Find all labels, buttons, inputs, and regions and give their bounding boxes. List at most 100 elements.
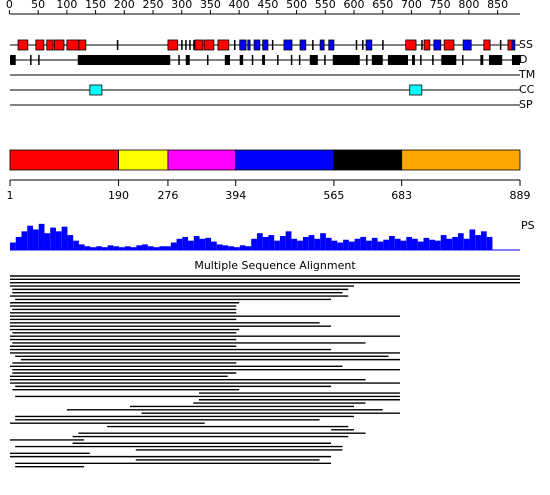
track-element — [262, 39, 269, 51]
profile-bar — [291, 238, 298, 250]
track-element — [507, 39, 513, 51]
track-element — [253, 39, 261, 51]
track-element — [30, 55, 32, 65]
profile-bar — [205, 237, 212, 250]
ruler-label: 500 — [286, 0, 307, 11]
profile-bar — [32, 229, 39, 250]
profile-bar — [78, 244, 85, 250]
track-element — [443, 39, 455, 51]
track-element — [371, 55, 383, 65]
ruler-label: 150 — [85, 0, 106, 11]
profile-bar — [15, 236, 22, 250]
profile-bar — [228, 246, 234, 250]
profile-bar — [107, 245, 114, 250]
track-element — [194, 39, 204, 51]
profile-bar — [10, 242, 16, 250]
profile-bar — [61, 226, 68, 250]
profile-bar — [188, 240, 194, 250]
track-element — [262, 55, 265, 65]
profile-bar — [440, 235, 447, 250]
track-element — [387, 55, 409, 65]
profile-label: PS — [521, 219, 535, 232]
alignment-title: Multiple Sequence Alignment — [194, 259, 356, 272]
profile-bar — [44, 233, 51, 250]
track-element — [319, 39, 325, 51]
track-element — [239, 55, 244, 65]
track-element — [181, 40, 183, 50]
track-element — [251, 55, 254, 65]
profile-bar — [147, 246, 154, 250]
domain-segment — [333, 149, 403, 171]
profile-bar — [383, 239, 390, 250]
profile-bar — [302, 236, 309, 250]
ruler-label: 750 — [430, 0, 451, 11]
profile-bar — [377, 241, 384, 250]
track-element — [116, 40, 119, 50]
profile-bar — [475, 235, 481, 250]
profile-bar — [153, 247, 160, 250]
track-element — [10, 55, 16, 65]
track-element — [53, 39, 65, 51]
ruler-label: 450 — [257, 0, 278, 11]
ruler-label: 0 — [6, 0, 13, 11]
track-element — [480, 55, 484, 65]
profile-bar — [406, 236, 413, 250]
profile-bar — [245, 246, 252, 250]
domain-segment — [401, 149, 521, 171]
profile-bar — [320, 233, 326, 250]
profile-bar — [251, 238, 257, 250]
track-element — [362, 40, 364, 50]
domain-label: 889 — [510, 189, 531, 202]
track-element — [298, 55, 301, 65]
profile-bar — [314, 238, 321, 250]
ruler-label: 550 — [315, 0, 336, 11]
profile-bar — [412, 238, 418, 250]
profile-bar — [486, 236, 493, 250]
profile-bar — [199, 238, 206, 250]
profile-bar — [84, 246, 91, 250]
track-element — [366, 55, 368, 65]
ruler-label: 700 — [401, 0, 422, 11]
track-element — [461, 55, 464, 65]
track-element — [290, 55, 293, 65]
track-element — [441, 55, 457, 65]
track-element — [271, 40, 274, 50]
track-element — [233, 40, 236, 50]
domain-label: 394 — [225, 189, 246, 202]
profile-bar — [130, 247, 137, 250]
domain-segment — [167, 149, 237, 171]
track-element — [511, 55, 520, 65]
track-element — [355, 40, 358, 50]
track-element — [247, 39, 251, 51]
track-label: SS — [519, 38, 533, 51]
profile-bar — [256, 233, 263, 250]
ruler-label: 200 — [114, 0, 135, 11]
profile-bar — [73, 240, 79, 250]
track-element — [189, 40, 191, 50]
ruler-label: 50 — [31, 0, 45, 11]
track-element — [239, 39, 247, 51]
profile-bar — [211, 241, 217, 250]
profile-bar — [308, 235, 315, 250]
domain-label: 565 — [323, 189, 344, 202]
ruler-label: 250 — [143, 0, 164, 11]
track-label: SP — [519, 98, 533, 111]
profile-bar — [55, 231, 62, 250]
track-element — [382, 40, 384, 50]
profile-bar — [233, 247, 240, 250]
profile-bar — [96, 246, 102, 250]
track-element — [38, 55, 40, 65]
track-element — [78, 39, 87, 51]
track-element — [433, 39, 442, 51]
profile-bar — [90, 247, 97, 250]
profile-bar — [27, 225, 33, 250]
profile-bar — [429, 239, 435, 250]
profile-bar — [463, 238, 470, 250]
domain-label: 1 — [7, 189, 14, 202]
track-element — [46, 39, 54, 51]
track-element — [328, 39, 335, 51]
profile-bar — [101, 247, 108, 250]
domain-segment — [235, 149, 335, 171]
profile-bar — [371, 237, 378, 250]
